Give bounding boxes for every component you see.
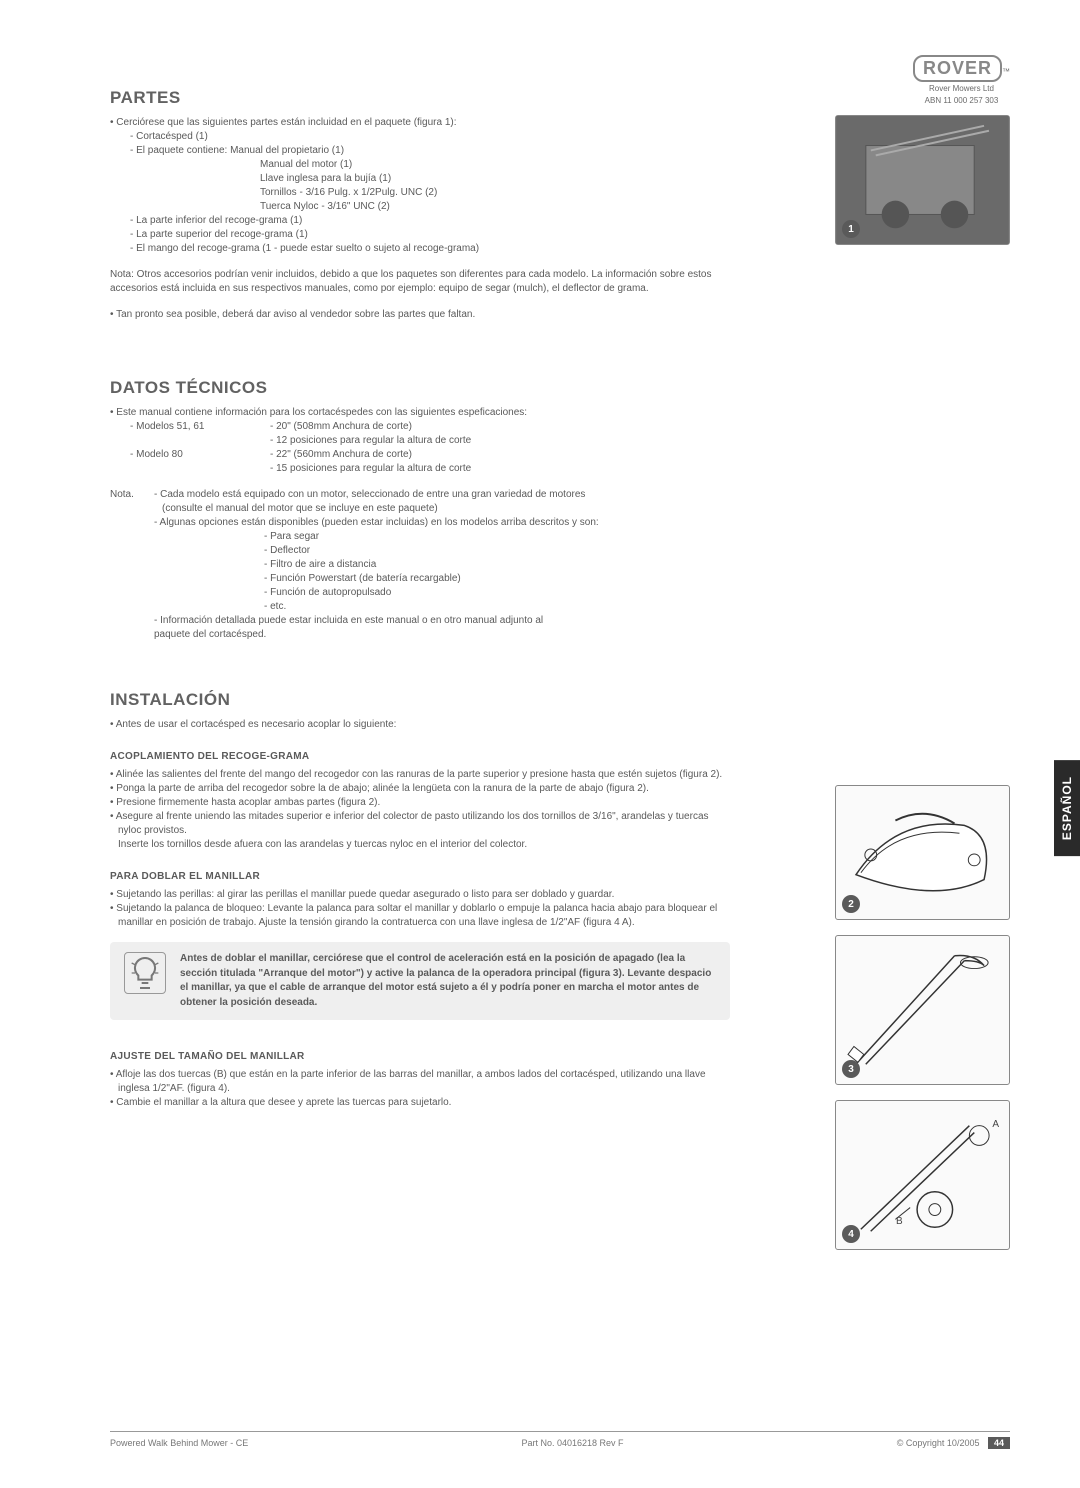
partes-item-7: - La parte superior del recoge-grama (1): [110, 228, 730, 242]
partes-item-3: Llave inglesa para la bujía (1): [110, 172, 730, 186]
brand-subline-1: Rover Mowers Ltd: [913, 84, 1010, 94]
figure-2-badge: 2: [842, 895, 860, 913]
footer-left: Powered Walk Behind Mower - CE: [110, 1438, 248, 1448]
datos-nota-0: - Cada modelo está equipado con un motor…: [154, 488, 599, 502]
section-title-instalacion: INSTALACIÓN: [110, 690, 1010, 710]
tm-mark: ™: [1002, 67, 1010, 76]
page-number: 44: [988, 1437, 1010, 1449]
sub2-line-0: • Sujetando las perillas: al girar las p…: [110, 888, 730, 902]
instalacion-intro: • Antes de usar el cortacésped es necesa…: [110, 718, 730, 732]
partes-item-6: - La parte inferior del recoge-grama (1): [110, 214, 730, 228]
spec-1-line-1: - 15 posiciones para regular la altura d…: [270, 462, 471, 476]
datos-nota-1: (consulte el manual del motor que se inc…: [154, 502, 599, 516]
spec-0-line-1: - 12 posiciones para regular la altura d…: [270, 434, 471, 448]
lightbulb-icon: [124, 952, 166, 994]
datos-opt-4: - Función de autopropulsado: [264, 586, 599, 600]
instalacion-body: • Antes de usar el cortacésped es necesa…: [110, 718, 730, 1110]
spec-1-line-0: - 22" (560mm Anchura de corte): [270, 448, 471, 462]
language-tab: ESPAÑOL: [1054, 760, 1080, 856]
partes-nota: Nota: Otros accesorios podrían venir inc…: [110, 268, 730, 296]
page-footer: Powered Walk Behind Mower - CE Part No. …: [110, 1431, 1010, 1448]
datos-opt-0: - Para segar: [264, 530, 599, 544]
datos-opt-2: - Filtro de aire a distancia: [264, 558, 599, 572]
datos-body: • Este manual contiene información para …: [110, 406, 730, 642]
figure-2: 2: [835, 785, 1010, 920]
datos-opt-5: - etc.: [264, 600, 599, 614]
sub2-line-1: • Sujetando la palanca de bloqueo: Levan…: [110, 902, 730, 930]
spec-label-0: - Modelos 51, 61: [130, 420, 270, 448]
partes-item-5: Tuerca Nyloc - 3/16" UNC (2): [110, 200, 730, 214]
figure-4-label-a: A: [992, 1119, 999, 1130]
brand-logo-block: ROVER™ Rover Mowers Ltd ABN 11 000 257 3…: [913, 55, 1010, 105]
figure-3: 3: [835, 935, 1010, 1085]
brand-wordmark: ROVER: [913, 55, 1002, 82]
sub1-line-3: • Asegure al frente uniendo las mitades …: [110, 810, 730, 838]
partes-tail: • Tan pronto sea posible, deberá dar avi…: [110, 308, 730, 322]
datos-nota-label: Nota.: [110, 488, 154, 642]
spec-label-1: - Modelo 80: [130, 448, 270, 476]
figure-4-badge: 4: [842, 1225, 860, 1243]
footer-center: Part No. 04016218 Rev F: [521, 1438, 623, 1448]
warning-note: Antes de doblar el manillar, cerciórese …: [110, 942, 730, 1020]
brand-subline-2: ABN 11 000 257 303: [913, 96, 1010, 106]
sub1-line-4: Inserte los tornillos desde afuera con l…: [110, 838, 730, 852]
sub3-line-1: • Cambie el manillar a la altura que des…: [110, 1096, 730, 1110]
partes-body: • Cerciórese que las siguientes partes e…: [110, 116, 730, 322]
footer-right: © Copyright 10/2005 44: [897, 1438, 1010, 1448]
figure-4: 4 A B: [835, 1100, 1010, 1250]
sub3-line-0: • Afloje las dos tuercas (B) que están e…: [110, 1068, 730, 1096]
datos-tail-2: paquete del cortacésped.: [154, 628, 599, 642]
datos-opt-3: - Función Powerstart (de batería recarga…: [264, 572, 599, 586]
spec-0-line-0: - 20" (508mm Anchura de corte): [270, 420, 471, 434]
partes-item-8: - El mango del recoge-grama (1 - puede e…: [110, 242, 730, 256]
partes-intro: • Cerciórese que las siguientes partes e…: [110, 116, 730, 130]
sub1-title: ACOPLAMIENTO DEL RECOGE-GRAMA: [110, 750, 730, 764]
section-title-datos: DATOS TÉCNICOS: [110, 378, 1010, 398]
datos-nota-2: - Algunas opciones están disponibles (pu…: [154, 516, 599, 530]
figure-1-badge: 1: [842, 220, 860, 238]
figure-1: 1: [835, 115, 1010, 245]
sub2-title: PARA DOBLAR EL MANILLAR: [110, 870, 730, 884]
footer-copyright: © Copyright 10/2005: [897, 1438, 980, 1448]
figure-4-label-b: B: [896, 1216, 903, 1227]
figure-3-badge: 3: [842, 1060, 860, 1078]
sub1-line-1: • Ponga la parte de arriba del recogedor…: [110, 782, 730, 796]
datos-opt-1: - Deflector: [264, 544, 599, 558]
sub3-title: AJUSTE DEL TAMAÑO DEL MANILLAR: [110, 1050, 730, 1064]
sub1-line-2: • Presione firmemente hasta acoplar amba…: [110, 796, 730, 810]
partes-item-0: - Cortacésped (1): [110, 130, 730, 144]
partes-item-4: Tornillos - 3/16 Pulg. x 1/2Pulg. UNC (2…: [110, 186, 730, 200]
warning-text: Antes de doblar el manillar, cerciórese …: [180, 952, 716, 1010]
partes-item-1: - El paquete contiene: Manual del propie…: [110, 144, 730, 158]
datos-tail-1: - Información detallada puede estar incl…: [154, 614, 599, 628]
datos-intro: • Este manual contiene información para …: [110, 406, 730, 420]
partes-item-2: Manual del motor (1): [110, 158, 730, 172]
sub1-line-0: • Alinée las salientes del frente del ma…: [110, 768, 730, 782]
section-title-partes: PARTES: [110, 88, 1010, 108]
